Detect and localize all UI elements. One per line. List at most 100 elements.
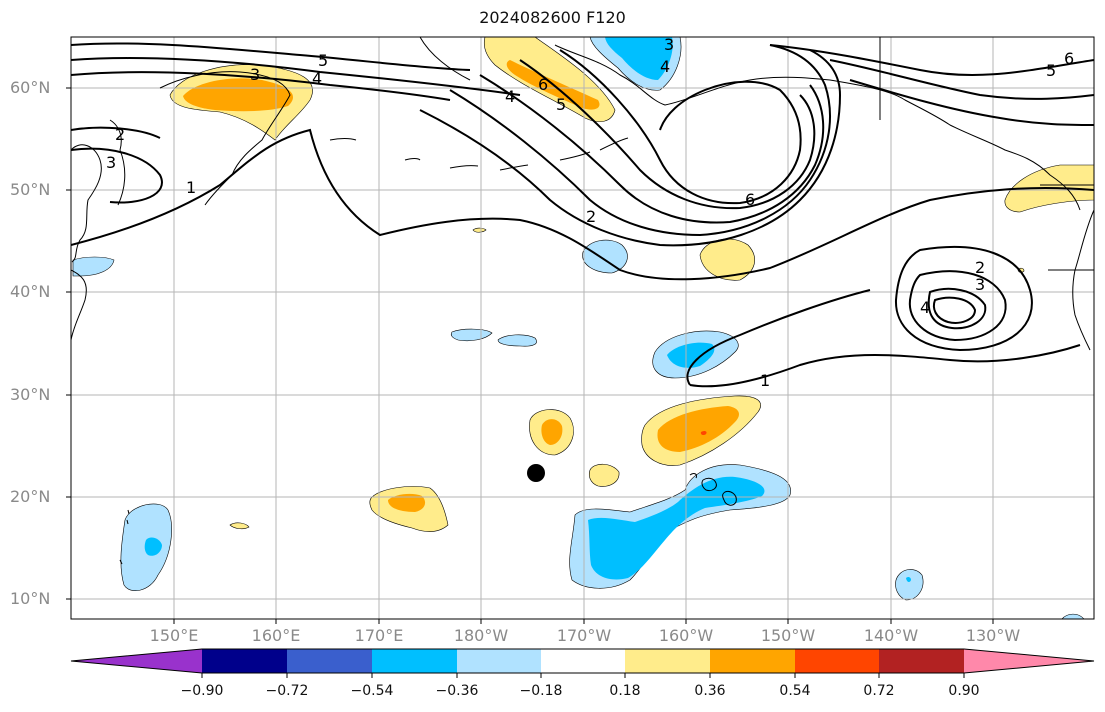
- contour-label: 5: [556, 95, 566, 114]
- contour-label: 3: [250, 65, 260, 84]
- contour-line-4: [71, 57, 521, 96]
- lon-label-170w: 170°W: [556, 626, 612, 645]
- contour-line-outer-north: [71, 42, 471, 71]
- contour-label: 5: [318, 51, 328, 70]
- contour-line-4-central: [479, 74, 825, 224]
- map-frame: [70, 36, 1095, 620]
- colorbar: [70, 648, 1095, 678]
- lat-label-30n: 30°N: [10, 385, 51, 404]
- negative-anomaly-southeast: [895, 569, 924, 601]
- contour-label: 2: [975, 258, 985, 277]
- negative-anomaly-hawaii-core: [588, 476, 765, 580]
- contour-line-6-central: [559, 49, 802, 205]
- lat-label-10n: 10°N: [10, 589, 51, 608]
- colorbar-segment: [879, 649, 964, 673]
- positive-anomaly-wake-core: [388, 493, 426, 512]
- colorbar-min-triangle: [71, 649, 202, 673]
- contour-line-2-west: [71, 126, 161, 139]
- lon-label-150e: 150°E: [149, 626, 199, 645]
- contour-label: 6: [1064, 49, 1074, 68]
- contour-line-3-central: [449, 44, 831, 237]
- positive-anomaly-gulf-alaska: [699, 238, 755, 281]
- colorbar-tick-label: −0.36: [435, 683, 479, 699]
- colorbar-segment: [541, 649, 625, 673]
- location-marker: [527, 464, 545, 482]
- contour-label: 4: [660, 57, 670, 76]
- positive-anomaly-subtropical-east-core: [657, 406, 740, 452]
- contour-label: 6: [745, 190, 755, 209]
- contour-line-1: [71, 128, 1094, 281]
- contour-line-5-north: [829, 59, 1094, 100]
- lon-label-150w: 150°W: [760, 626, 816, 645]
- coast-aleutians: [329, 137, 629, 171]
- colorbar-tick-label: 0.90: [948, 683, 980, 699]
- colorbar-tick-label: 0.36: [694, 683, 726, 699]
- colorbar-max-triangle: [964, 649, 1094, 673]
- lat-label-60n: 60°N: [10, 78, 51, 97]
- contour-low-inner: [927, 287, 987, 330]
- colorbar-tick-label: −0.54: [350, 683, 394, 699]
- contour-label: 4: [920, 298, 930, 317]
- contour-label: 4: [312, 69, 322, 88]
- colorbar-segment: [710, 649, 795, 673]
- positive-anomaly-tiny-north: [472, 227, 487, 233]
- colorbar-segment: [202, 649, 287, 673]
- coast-okhotsk: [109, 119, 126, 206]
- axis-ticks: [66, 87, 994, 624]
- colorbar-segment: [625, 649, 710, 673]
- lon-label-160w: 160°W: [658, 626, 714, 645]
- coast-hawaii: [689, 473, 737, 506]
- contour-label: 3: [664, 35, 674, 54]
- negative-anomaly-north-central: [582, 239, 628, 274]
- lat-label-50n: 50°N: [10, 180, 51, 199]
- contour-line-1-southeast: [689, 344, 1081, 388]
- coast-marianas: [119, 509, 130, 565]
- colorbar-segment: [372, 649, 457, 673]
- contour-line-2-central: [419, 49, 842, 247]
- coast-north-america: [1072, 209, 1094, 351]
- positive-anomaly-kamchatka-core: [183, 78, 293, 112]
- lat-label-20n: 20°N: [10, 487, 51, 506]
- contour-line-3-west: [71, 147, 163, 204]
- negative-anomaly-corner: [1061, 613, 1085, 619]
- contour-label: 2: [586, 207, 596, 226]
- colorbar-tick-label: −0.72: [265, 683, 309, 699]
- positive-anomaly-small: [588, 463, 620, 487]
- contour-label: 3: [975, 275, 985, 294]
- colorbar-tick-label: −0.18: [519, 683, 563, 699]
- negative-anomaly-east-mid-core: [667, 342, 715, 368]
- contour-line-4-north: [849, 79, 1094, 126]
- contour-label: 1: [760, 371, 770, 390]
- colorbar-tick-label: 0.72: [863, 683, 895, 699]
- contour-low-middle: [908, 270, 1007, 342]
- negative-anomaly-japan: [72, 256, 115, 277]
- lon-label-180w: 180°W: [453, 626, 509, 645]
- contour-layer: [71, 42, 1094, 388]
- contour-label: 6: [538, 75, 548, 94]
- contour-labels: 5 3 4 2 3 1 4 6 5 3 4 2 6 6 5 2 3 4 1: [106, 35, 1074, 390]
- positive-anomaly-subtropical-east-peak: [700, 430, 707, 436]
- coast-alaska: [419, 37, 1081, 211]
- contour-line-5-central: [519, 59, 816, 210]
- positive-anomaly-tiny-wake: [229, 522, 250, 530]
- graticule: [71, 37, 1094, 619]
- colorbar-segment: [795, 649, 879, 673]
- colorbar-tick-label: 0.54: [779, 683, 811, 699]
- lon-label-160e: 160°E: [251, 626, 301, 645]
- positive-anomaly-west-of-hawaii-core: [541, 419, 563, 445]
- colorbar-segment: [457, 649, 541, 673]
- lat-label-40n: 40°N: [10, 282, 51, 301]
- negative-anomaly-mid-2: [497, 334, 537, 347]
- lon-label-170e: 170°E: [354, 626, 404, 645]
- colorbar-tick-label: −0.90: [180, 683, 224, 699]
- contour-label: 3: [106, 153, 116, 172]
- negative-anomaly-alaska-core: [605, 37, 673, 80]
- contour-line-5: [71, 71, 451, 101]
- contour-line-6-north: [769, 44, 1094, 77]
- contour-label: 5: [1046, 61, 1056, 80]
- negative-anomaly-southeast-core: [906, 576, 911, 583]
- negative-anomaly-marianas-core: [144, 537, 162, 556]
- negative-anomaly-mid-1: [450, 328, 493, 342]
- colorbar-tick-label: 0.18: [609, 683, 641, 699]
